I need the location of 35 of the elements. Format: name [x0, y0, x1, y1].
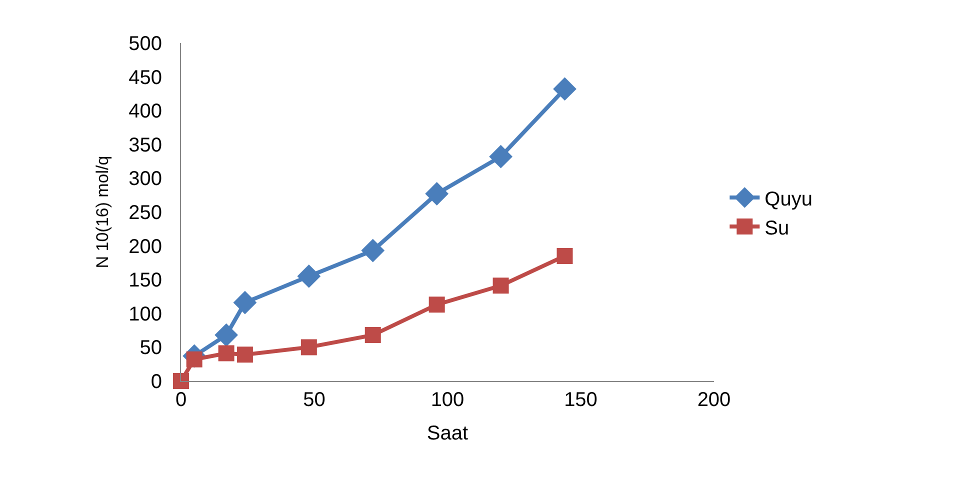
y-axis-title: N 10(16) mol/q — [93, 156, 112, 268]
y-tick-label: 400 — [128, 100, 162, 123]
point — [553, 77, 576, 101]
point — [214, 323, 238, 347]
point — [236, 346, 253, 363]
x-tick-label: 150 — [564, 389, 598, 411]
x-tick-label: 200 — [697, 389, 731, 411]
point — [218, 345, 234, 362]
y-tick-label: 350 — [128, 134, 162, 156]
x-tick-label: 100 — [430, 389, 464, 411]
y-tick-label: 100 — [128, 303, 162, 326]
legend-label: Quyu — [764, 188, 812, 210]
point — [300, 339, 317, 356]
y-tick-label: 300 — [128, 168, 162, 190]
point — [428, 296, 445, 313]
point — [364, 327, 381, 344]
y-tick-label: 50 — [140, 337, 162, 360]
point — [492, 278, 509, 294]
y-tick-label: 200 — [128, 236, 162, 258]
y-tick-label: 450 — [128, 66, 162, 89]
legend-label: Su — [764, 217, 790, 240]
point — [173, 373, 189, 389]
y-tick-label: 150 — [128, 270, 162, 292]
point — [425, 182, 449, 206]
x-tick-label: 0 — [175, 389, 187, 411]
point — [297, 264, 321, 288]
x-axis-title: Saat — [426, 422, 469, 444]
point — [361, 238, 385, 262]
y-tick-label: 0 — [150, 371, 162, 393]
y-tick-label: 250 — [128, 202, 162, 224]
x-tick-label: 50 — [303, 389, 326, 411]
y-tick-label: 500 — [128, 33, 162, 55]
point — [556, 248, 573, 264]
point — [233, 290, 257, 314]
point — [489, 144, 512, 168]
